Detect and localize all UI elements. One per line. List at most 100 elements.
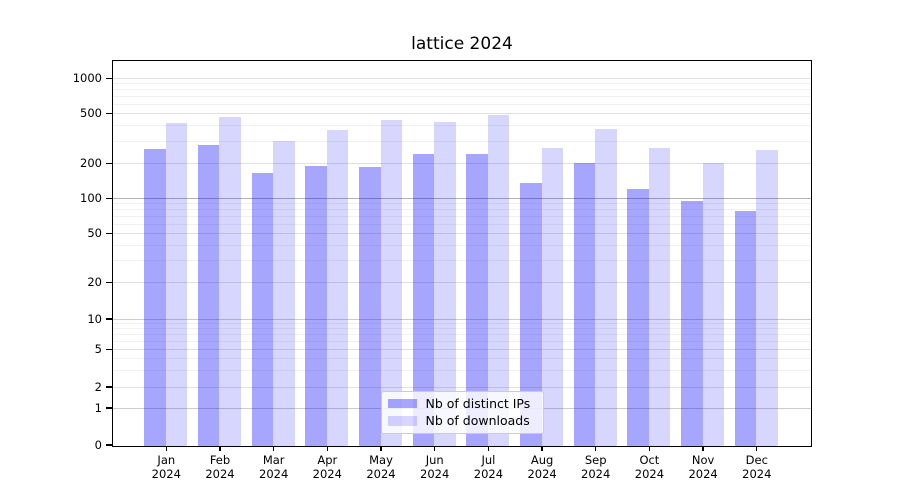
gridline-90 (112, 203, 811, 205)
bar-downloads-aug (541, 147, 564, 446)
x-tick-mark-aug (541, 446, 543, 451)
y-tick-label-1: 1 (94, 400, 102, 415)
x-tick-label-jul: Jul 2024 (473, 452, 504, 482)
y-tick-mark-2 (105, 386, 113, 388)
gridline-70 (112, 215, 811, 217)
gridline-3 (112, 369, 811, 371)
y-tick-mark-200 (105, 162, 113, 164)
bar-downloads-feb (219, 116, 241, 446)
bar-distinct-ips-nov (681, 201, 703, 446)
x-tick-label-mar: Mar 2024 (259, 452, 289, 482)
bar-distinct-ips-jan (144, 148, 166, 446)
bar-downloads-jun (434, 121, 456, 446)
gridline-800 (112, 89, 811, 91)
y-tick-label-100: 100 (80, 190, 102, 205)
y-tick-mark-10 (105, 318, 113, 320)
gridline-6 (112, 340, 811, 342)
bar-downloads-mar (273, 141, 295, 446)
x-tick-mark-oct (648, 446, 651, 451)
bar-downloads-nov (702, 163, 725, 446)
plot-area: Nb of distinct IPs Nb of downloads (111, 59, 812, 447)
y-tick-label-10: 10 (87, 311, 102, 326)
legend-label-distinct-ips: Nb of distinct IPs (425, 395, 531, 411)
legend-item-distinct-ips: Nb of distinct IPs (387, 395, 536, 413)
bar-layer (113, 61, 811, 446)
x-tick-mark-jun (434, 446, 436, 451)
x-tick-mark-feb (219, 446, 221, 451)
y-tick-label-500: 500 (80, 105, 102, 120)
bar-downloads-oct (648, 147, 671, 446)
x-tick-label-feb: Feb 2024 (205, 452, 235, 482)
y-tick-label-20: 20 (87, 275, 102, 290)
gridline-900 (112, 83, 811, 85)
bar-distinct-ips-aug (520, 182, 542, 446)
x-tick-label-jun: Jun 2024 (420, 452, 450, 482)
bar-distinct-ips-may (359, 166, 381, 446)
x-tick-label-jan: Jan 2024 (151, 452, 181, 482)
y-tick-mark-50 (105, 232, 113, 234)
x-tick-mark-sep (595, 446, 597, 451)
y-tick-label-1000: 1000 (72, 70, 102, 85)
bar-downloads-sep (595, 129, 617, 446)
bar-distinct-ips-dec (734, 211, 757, 446)
gridline-400 (112, 124, 811, 126)
bar-distinct-ips-mar (251, 172, 274, 446)
gridline-10 (112, 318, 811, 320)
legend-item-downloads: Nb of downloads (387, 412, 536, 430)
gridline-300 (112, 140, 811, 142)
gridline-7 (112, 334, 811, 336)
x-tick-label-apr: Apr 2024 (312, 452, 342, 482)
gridline-50 (112, 232, 811, 234)
bar-downloads-apr (326, 130, 349, 446)
y-tick-mark-5 (105, 348, 113, 351)
bar-distinct-ips-feb (197, 144, 220, 446)
y-tick-label-0: 0 (94, 437, 102, 452)
bar-distinct-ips-apr (305, 166, 327, 446)
bar-distinct-ips-oct (627, 189, 649, 446)
x-tick-label-oct: Oct 2024 (634, 452, 665, 482)
x-tick-label-dec: Dec 2024 (742, 452, 772, 482)
y-tick-mark-500 (105, 112, 113, 114)
x-tick-mark-dec (756, 446, 758, 451)
x-tick-label-nov: Nov 2024 (688, 452, 718, 482)
legend: Nb of distinct IPs Nb of downloads (380, 390, 544, 434)
x-tick-mark-nov (702, 446, 704, 451)
gridline-200 (112, 162, 811, 164)
gridline-2 (112, 386, 811, 388)
bar-downloads-jan (165, 122, 188, 446)
x-tick-mark-may (380, 446, 382, 451)
gridline-700 (112, 95, 811, 97)
gridline-5 (112, 349, 811, 350)
bar-distinct-ips-jun (412, 153, 435, 446)
gridline-20 (112, 282, 811, 284)
y-tick-mark-0 (105, 444, 113, 446)
y-tick-label-2: 2 (94, 379, 102, 394)
bar-downloads-dec (756, 149, 778, 446)
legend-swatch-distinct-ips (387, 398, 417, 408)
y-tick-mark-1 (105, 407, 113, 409)
y-tick-mark-20 (105, 282, 113, 284)
gridline-8 (112, 328, 811, 330)
gridline-80 (112, 209, 811, 211)
gridline-4 (112, 358, 811, 360)
y-tick-label-5: 5 (94, 342, 102, 356)
gridline-600 (112, 103, 811, 105)
y-tick-mark-100 (105, 197, 113, 199)
legend-label-downloads: Nb of downloads (425, 413, 530, 429)
x-tick-mark-apr (326, 446, 328, 451)
bar-distinct-ips-sep (573, 162, 596, 446)
y-tick-label-200: 200 (80, 155, 102, 170)
gridline-500 (112, 112, 811, 114)
gridline-9 (112, 323, 811, 325)
legend-swatch-downloads (387, 416, 417, 426)
gridline-1000 (112, 77, 811, 79)
y-tick-label-50: 50 (87, 225, 102, 240)
bar-downloads-may (380, 119, 403, 446)
bar-distinct-ips-jul (466, 153, 488, 446)
x-tick-mark-jul (487, 446, 489, 451)
bar-downloads-jul (487, 114, 510, 446)
x-tick-mark-mar (273, 446, 275, 451)
y-tick-mark-1000 (105, 77, 113, 79)
gridline-30 (112, 260, 811, 262)
